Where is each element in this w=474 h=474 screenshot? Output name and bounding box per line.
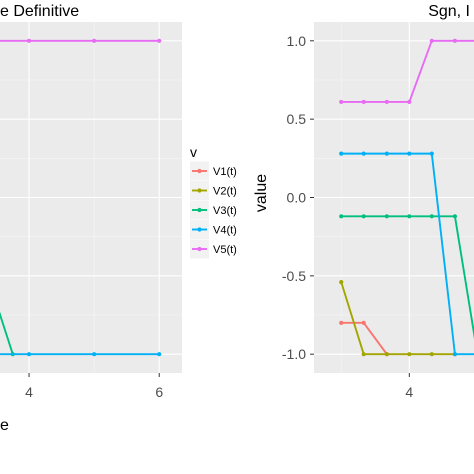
y-tick-label: -0.5 [282, 268, 306, 284]
legend-item-label: V4(t) [213, 225, 237, 237]
data-point-V2(t) [407, 352, 412, 357]
x-tick-label: 4 [25, 384, 33, 400]
data-point-V5(t) [339, 99, 344, 105]
y-tick-label: 0.0 [287, 190, 307, 206]
series-line-V2(t) [340, 281, 455, 356]
data-point-V5(t) [26, 38, 32, 43]
data-point-V2(t) [429, 352, 434, 357]
panel-2: 4 1.0 0.5 0.0 -0.5 -1.0 Sgn, I value [253, 3, 474, 400]
legend-key-point [197, 207, 202, 213]
legend-item-label: V2(t) [213, 186, 237, 198]
series-line-V3(t) [0, 311, 14, 355]
x-axis-label: e [0, 417, 9, 434]
legend: v V1(t) V2(t) V3(t) V4(t) V5(t) [190, 144, 237, 259]
legend-item-label: V5(t) [213, 244, 237, 256]
legend-key-point [197, 227, 202, 232]
data-point-V3(t) [452, 214, 458, 219]
data-point-V4(t) [429, 151, 434, 156]
data-point-V3(t) [429, 214, 434, 219]
data-point-V4(t) [26, 352, 32, 357]
y-tick-label: 1.0 [287, 33, 307, 49]
legend-key-point [197, 188, 202, 193]
plot-area [339, 38, 474, 357]
data-point-V5(t) [157, 38, 162, 43]
chart-title: Sgn, I [428, 3, 470, 20]
legend-item-label: V1(t) [213, 166, 237, 178]
data-point-V4(t) [407, 151, 412, 156]
panel-1: 4 6 e Definitive e [0, 3, 182, 434]
legend-key-point [197, 246, 202, 252]
data-point-V3(t) [339, 214, 344, 219]
data-point-V1(t) [339, 320, 344, 325]
data-point-V4(t) [452, 352, 458, 357]
data-point-V4(t) [92, 352, 97, 357]
plot-area [0, 38, 162, 357]
data-point-V1(t) [361, 320, 366, 325]
y-axis-label: value [253, 174, 270, 212]
data-point-V5(t) [452, 38, 458, 43]
data-point-V5(t) [407, 99, 412, 105]
data-point-V5(t) [92, 38, 97, 43]
x-tick-label: 4 [405, 384, 413, 400]
data-point-V5(t) [361, 99, 366, 105]
data-point-V4(t) [339, 151, 344, 156]
data-point-V4(t) [157, 352, 162, 357]
data-point-V2(t) [384, 352, 389, 357]
data-point-V5(t) [429, 38, 434, 43]
data-point-V5(t) [384, 99, 389, 105]
data-point-V4(t) [384, 151, 389, 156]
data-point-V4(t) [361, 151, 366, 156]
y-tick-label: -1.0 [282, 346, 306, 362]
legend-item-label: V3(t) [213, 205, 237, 217]
data-point-V3(t) [384, 214, 389, 219]
data-point-V2(t) [361, 352, 366, 357]
data-point-V3(t) [407, 214, 412, 219]
x-tick-label: 6 [155, 384, 163, 400]
chart-title: e Definitive [0, 3, 79, 20]
y-tick-label: 0.5 [287, 111, 307, 127]
data-point-V2(t) [339, 280, 344, 285]
legend-title: v [190, 144, 197, 160]
data-point-V3(t) [361, 214, 366, 219]
legend-key-point [197, 168, 202, 174]
